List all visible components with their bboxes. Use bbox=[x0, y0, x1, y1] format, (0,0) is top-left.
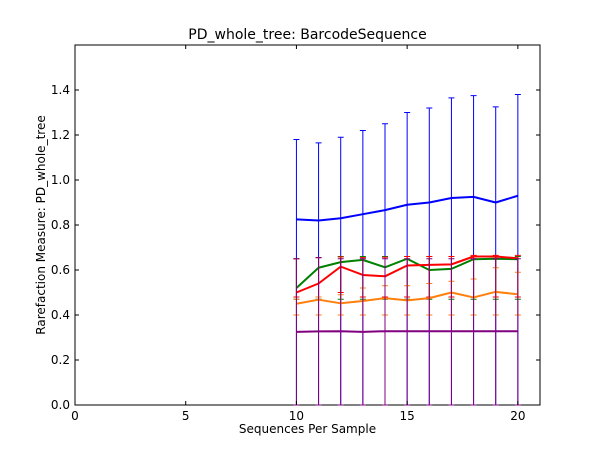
x-tick-label: 20 bbox=[510, 409, 525, 423]
series-line bbox=[296, 194, 519, 222]
series-layer bbox=[293, 94, 521, 406]
y-tick-label: 0.8 bbox=[51, 218, 70, 232]
y-tick-label: 1.2 bbox=[51, 128, 70, 142]
y-tick-label: 0.4 bbox=[51, 308, 70, 322]
y-tick-label: 1.4 bbox=[51, 83, 70, 97]
x-tick-label: 5 bbox=[182, 409, 190, 423]
x-tick-label: 10 bbox=[289, 409, 304, 423]
chart-title: PD_whole_tree: BarcodeSequence bbox=[188, 27, 426, 43]
y-axis-label: Rarefaction Measure: PD_whole_tree bbox=[34, 115, 48, 334]
series-line bbox=[296, 330, 518, 333]
y-tick-label: 0.6 bbox=[51, 263, 70, 277]
x-tick-label: 15 bbox=[400, 409, 415, 423]
x-axis-label: Sequences Per Sample bbox=[239, 422, 376, 436]
series-5 bbox=[293, 257, 521, 406]
y-tick-label: 1.0 bbox=[51, 173, 70, 187]
x-tick-label: 0 bbox=[71, 409, 79, 423]
plot-area bbox=[74, 44, 541, 406]
y-tick-label: 0.2 bbox=[51, 353, 70, 367]
ticks-layer: 0 5 10 15 20 0.0 0.2 0.4 0.6 0.8 1.0 1.2 1.4 bbox=[51, 45, 540, 423]
y-tick-label: 0.0 bbox=[51, 398, 70, 412]
